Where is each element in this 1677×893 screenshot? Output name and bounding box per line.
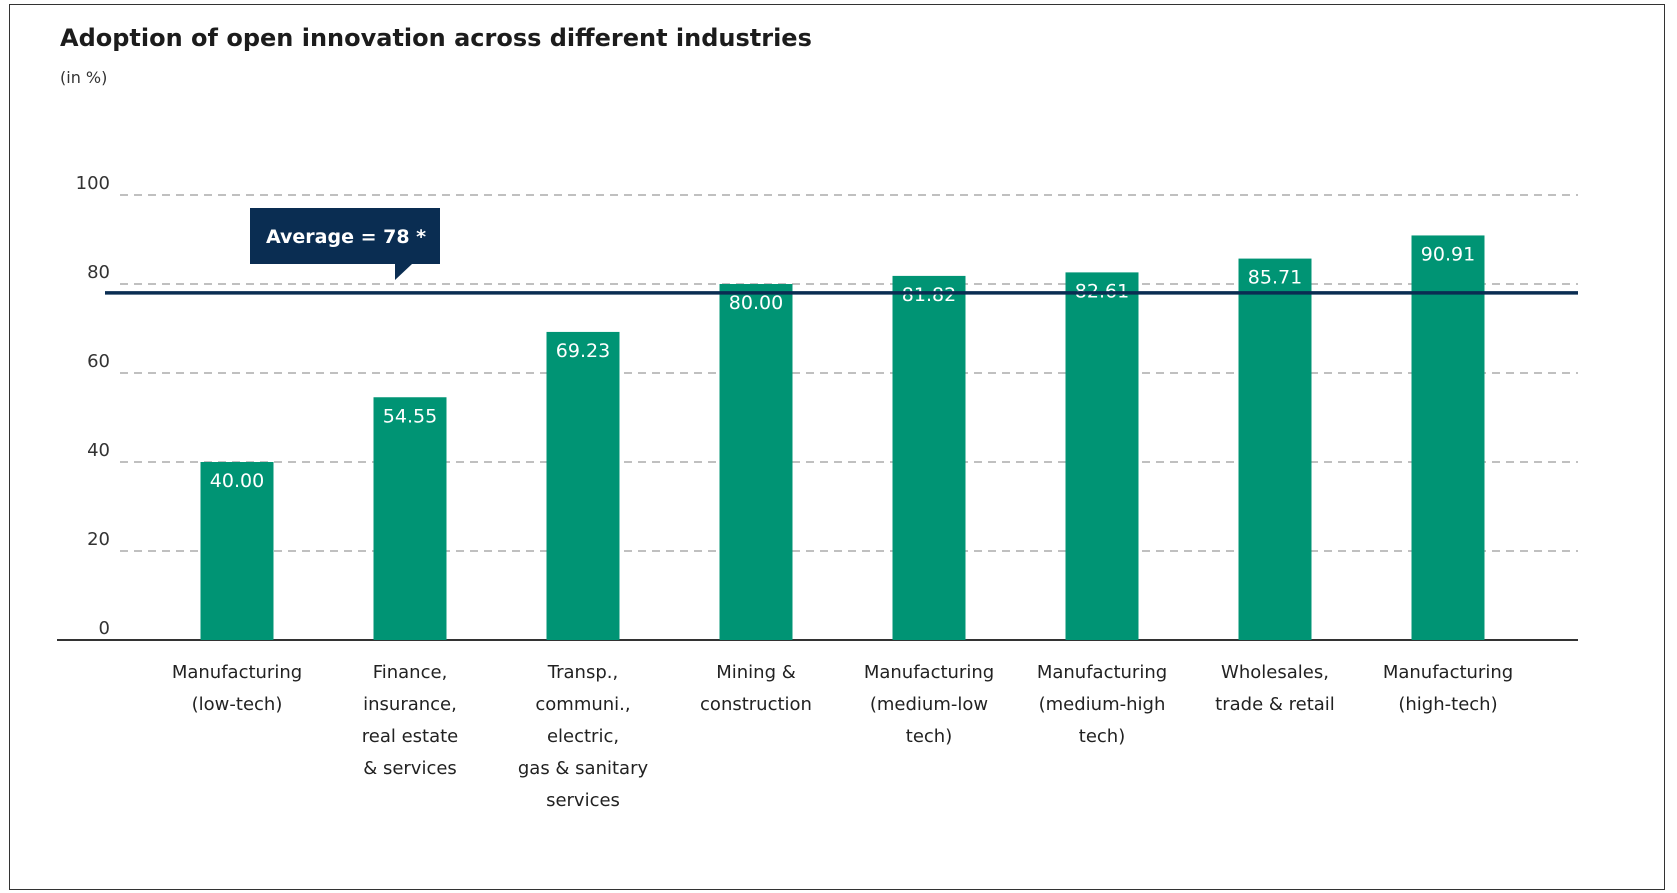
- y-tick-label: 0: [99, 618, 110, 639]
- bar: [546, 331, 620, 640]
- bar: [892, 275, 966, 640]
- bar-value-label: 54.55: [383, 405, 437, 427]
- category-label: Manufacturing (low-tech): [172, 662, 302, 715]
- category-labels-layer: Manufacturing (low-tech) Finance, insurance…: [172, 662, 1513, 811]
- chart-frame: [9, 4, 1665, 890]
- average-layer: Average = 78 *: [105, 208, 1578, 295]
- average-callout-box: [250, 208, 440, 280]
- category-label: Manufacturing (high-tech): [1383, 662, 1513, 715]
- bar: [200, 462, 274, 640]
- bar-value-label: 81.82: [902, 284, 956, 306]
- bar: [1238, 258, 1312, 640]
- bar-value-label: 40.00: [210, 470, 264, 492]
- bar-value-label: 69.23: [556, 340, 610, 362]
- y-tick-label: 80: [87, 262, 110, 283]
- bar-value-label: 90.91: [1421, 243, 1475, 265]
- average-label: Average = 78 *: [266, 226, 426, 248]
- bar: [373, 397, 447, 640]
- bar-value-label: 80.00: [729, 292, 783, 314]
- bar-value-label: 85.71: [1248, 267, 1302, 289]
- bar: [1411, 235, 1485, 640]
- y-tick-label: 20: [87, 529, 110, 550]
- category-label: Manufacturing (medium-high tech): [1037, 662, 1167, 747]
- category-label: Finance, insurance, real estate & services: [362, 662, 459, 779]
- grid-layer: 0 20 40 60 80 100: [57, 173, 1578, 641]
- chart-subtitle: (in %): [60, 68, 108, 87]
- bar: [719, 284, 793, 640]
- category-label: Manufacturing (medium-low tech): [864, 662, 994, 747]
- category-label: Mining & construction: [700, 662, 812, 715]
- chart-title: Adoption of open innovation across diffe…: [60, 24, 812, 52]
- y-tick-label: 60: [87, 351, 110, 372]
- category-label: Transp., communi., electric, gas & sanitary…: [518, 662, 649, 811]
- category-label: Wholesales, trade & retail: [1215, 662, 1335, 715]
- y-tick-label: 40: [87, 440, 110, 461]
- bar: [1065, 272, 1139, 640]
- y-tick-label: 100: [76, 173, 110, 194]
